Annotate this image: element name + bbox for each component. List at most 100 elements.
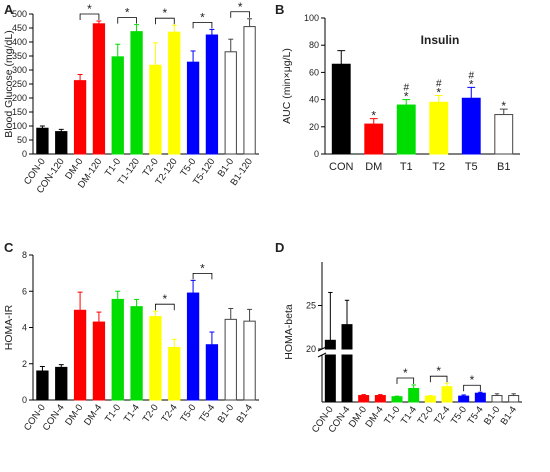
panel-d-axis-break-mark — [317, 352, 327, 358]
panel-c-category-label: B1-4 — [235, 402, 256, 425]
panel-c-ytick-label: 6 — [22, 286, 27, 296]
panel-c-significance-bracket — [155, 303, 175, 311]
panel-d-bar — [491, 395, 503, 403]
panel-d-bar — [408, 387, 420, 403]
panel-b-category-label: T5 — [465, 161, 478, 173]
panel-a-significance-mark: * — [87, 2, 92, 16]
panel-c-category-label: T5-4 — [197, 402, 217, 424]
panel-d-bar — [508, 395, 520, 403]
panel-a-y-axis-label: Blood Glucose (mg/dL) — [3, 30, 15, 137]
panel-letter-c: C — [4, 240, 14, 255]
panel-b-ytick-label: 100 — [304, 13, 319, 23]
panel-a-ytick-label: 150 — [12, 107, 27, 117]
panel-d-bar — [424, 395, 436, 403]
panel-a-blood-glucose-chart: 050100150200250300350400450500CON-0CON-1… — [3, 0, 259, 196]
panel-a-bar — [243, 26, 256, 155]
panel-d-category-label: T5-4 — [466, 404, 486, 426]
panel-a-bar — [36, 127, 49, 155]
panel-d-category-label: B1-4 — [499, 404, 520, 427]
panel-c-bar — [186, 292, 200, 401]
panel-d-significance-mark: * — [436, 364, 441, 378]
panel-d-bar-lower — [324, 354, 336, 403]
panel-d-ytick-label: 20 — [306, 344, 316, 354]
panel-b-bar — [461, 97, 481, 155]
panel-b-annotation-mark: * — [436, 86, 441, 100]
panel-b-ytick-label: 80 — [309, 40, 319, 50]
panel-c-category-label: T5-0 — [178, 402, 198, 424]
panel-b-ytick-label: 40 — [309, 95, 319, 105]
panel-d-significance-mark: * — [470, 373, 475, 387]
panel-b-category-label: DM — [365, 161, 382, 173]
panel-a-bar — [205, 34, 219, 155]
panel-a-ytick-label: 400 — [12, 37, 27, 47]
panel-b-bar — [364, 123, 384, 155]
panel-c-bar — [149, 316, 162, 401]
panel-b-category-label: CON — [329, 161, 354, 173]
panel-d-category-label: T5-0 — [449, 404, 469, 426]
panel-a-ytick-label: 350 — [12, 51, 27, 61]
panel-a-significance-bracket — [117, 17, 137, 24]
panel-a-significance-bracket — [230, 11, 250, 18]
panel-b-ytick-label: 60 — [309, 67, 319, 77]
panel-b-ytick-label: 20 — [309, 122, 319, 132]
panel-d-bar — [474, 392, 486, 403]
panel-a-bar — [73, 80, 87, 155]
panel-a-significance-bracket — [155, 17, 175, 25]
panel-b-annotation-mark: # — [403, 83, 409, 94]
panel-a-bar — [111, 56, 124, 155]
panel-b-annotation-mark: * — [371, 109, 376, 123]
panel-d-category-label: DM-4 — [363, 404, 385, 429]
panel-c-bar — [73, 309, 87, 401]
panel-a-bar — [130, 31, 143, 155]
panel-a-bar — [149, 64, 162, 155]
panel-d-bar — [458, 395, 470, 403]
panel-letter-a: A — [4, 2, 14, 17]
panel-c-category-label: DM-0 — [63, 402, 85, 427]
panel-d-category-label: T1-4 — [399, 404, 419, 426]
panel-d-category-label: T2-4 — [432, 404, 452, 426]
panel-b-annotation-mark: * — [469, 77, 474, 91]
panel-c-category-label: T2-0 — [141, 402, 161, 424]
panel-c-category-label: T1-0 — [103, 402, 123, 424]
panel-a-ytick-label: 200 — [12, 93, 27, 103]
panel-b-bar — [331, 63, 351, 155]
panel-c-significance-bracket — [192, 272, 213, 280]
panel-a-bar — [168, 31, 181, 155]
panel-b-category-label: T2 — [432, 161, 445, 173]
panel-c-ytick-label: 2 — [22, 359, 27, 369]
panel-c-category-label: B1-0 — [216, 402, 237, 425]
panel-b-bar — [429, 101, 449, 155]
panel-b-y-axis-label: AUC (min×μg/L) — [281, 48, 293, 124]
panel-c-bar — [92, 321, 106, 401]
panel-d-bar — [441, 386, 453, 403]
panel-d-significance-bracket — [463, 384, 481, 392]
panel-c-ytick-label: 8 — [22, 250, 27, 260]
panel-c-homa-ir-chart: 02468CON-0CON-4DM-0DM-4T1-0T1-4T2-0T2-4T… — [3, 250, 259, 433]
panel-a-ytick-label: 0 — [22, 149, 27, 159]
panel-b-ytick-label: 0 — [314, 149, 319, 159]
panel-c-bar — [243, 320, 256, 401]
panel-a-ytick-label: 300 — [12, 65, 27, 75]
panel-a-significance-mark: * — [125, 6, 130, 20]
panel-b-annotation-mark: * — [501, 99, 506, 113]
panel-d-bar-upper — [341, 324, 353, 350]
panel-d-bar-lower — [341, 354, 353, 403]
panel-c-bar — [130, 306, 143, 401]
panel-d-significance-bracket — [396, 377, 415, 384]
panel-d-bar — [374, 395, 386, 403]
panel-c-category-label: DM-4 — [82, 402, 104, 427]
panel-b-annotation-mark: # — [436, 79, 442, 90]
panel-c-category-label: T2-4 — [159, 402, 179, 424]
panel-letter-b: B — [275, 2, 284, 17]
panel-a-ytick-label: 50 — [17, 135, 27, 145]
panel-c-significance-mark: * — [200, 261, 205, 275]
panel-c-bar — [36, 370, 49, 401]
panel-c-bar — [55, 366, 68, 401]
panel-d-significance-mark: * — [403, 366, 408, 380]
panel-c-bar — [205, 344, 219, 401]
panel-a-ytick-label: 100 — [12, 121, 27, 131]
panel-b-annotation-mark: * — [404, 90, 409, 104]
panel-d-bar — [358, 395, 370, 403]
